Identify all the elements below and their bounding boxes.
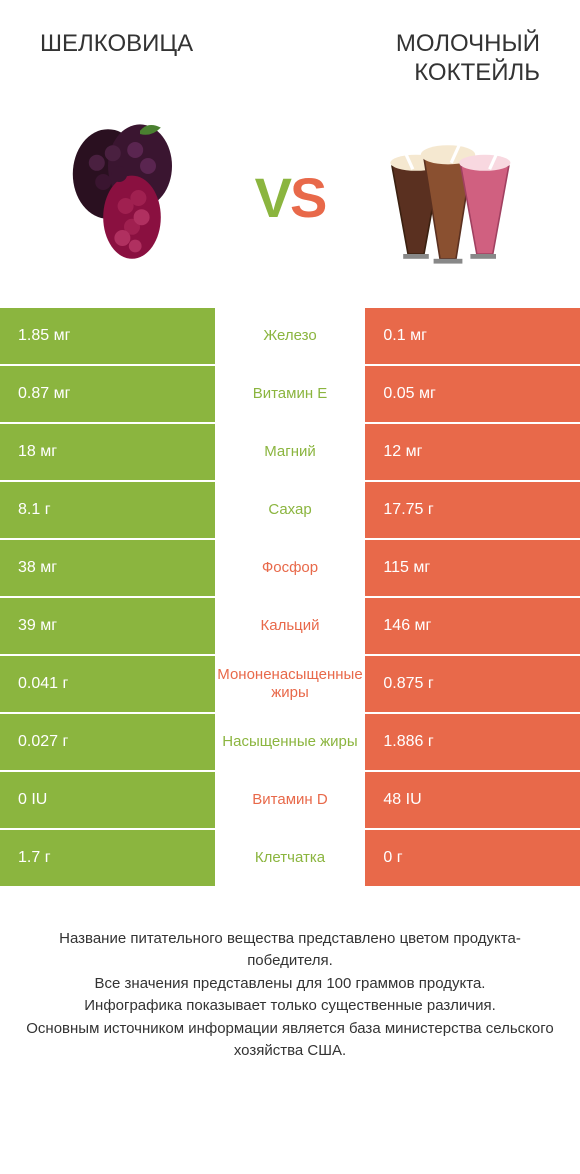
table-row: 18 мгМагний12 мг	[0, 424, 580, 482]
value-right: 0 г	[365, 830, 580, 886]
footer-line: Основным источником информации является …	[20, 1018, 560, 1063]
value-left: 38 мг	[0, 540, 215, 596]
images-row: VS	[0, 98, 580, 308]
value-left: 1.85 мг	[0, 308, 215, 364]
value-right: 0.05 мг	[365, 366, 580, 422]
nutrient-label: Сахар	[215, 482, 366, 538]
nutrient-label: Насыщенные жиры	[215, 714, 366, 770]
value-left: 1.7 г	[0, 830, 215, 886]
nutrient-label: Витамин D	[215, 772, 366, 828]
value-right: 0.875 г	[365, 656, 580, 712]
vs-v: V	[255, 166, 290, 229]
table-row: 0.027 гНасыщенные жиры1.886 г	[0, 714, 580, 772]
title-left: ШЕЛКОВИЦА	[40, 30, 193, 59]
value-left: 0.87 мг	[0, 366, 215, 422]
milkshake-icon	[368, 118, 528, 278]
table-row: 0.041 гМононенасыщенные жиры0.875 г	[0, 656, 580, 714]
value-right: 12 мг	[365, 424, 580, 480]
header: ШЕЛКОВИЦА МОЛОЧНЫЙКОКТЕЙЛЬ	[0, 0, 580, 98]
nutrient-label: Фосфор	[215, 540, 366, 596]
value-right: 115 мг	[365, 540, 580, 596]
value-left: 0.027 г	[0, 714, 215, 770]
table-row: 1.7 гКлетчатка0 г	[0, 830, 580, 888]
value-left: 8.1 г	[0, 482, 215, 538]
nutrient-label: Магний	[215, 424, 366, 480]
footer: Название питательного вещества представл…	[0, 888, 580, 1063]
table-row: 8.1 гСахар17.75 г	[0, 482, 580, 540]
footer-line: Все значения представлены для 100 граммо…	[20, 973, 560, 996]
value-left: 18 мг	[0, 424, 215, 480]
value-right: 146 мг	[365, 598, 580, 654]
value-right: 0.1 мг	[365, 308, 580, 364]
table-row: 38 мгФосфор115 мг	[0, 540, 580, 598]
nutrient-label: Мононенасыщенные жиры	[215, 656, 366, 712]
value-left: 0 IU	[0, 772, 215, 828]
value-right: 48 IU	[365, 772, 580, 828]
nutrient-label: Кальций	[215, 598, 366, 654]
nutrient-label: Витамин E	[215, 366, 366, 422]
footer-line: Инфографика показывает только существенн…	[20, 995, 560, 1018]
value-right: 17.75 г	[365, 482, 580, 538]
value-right: 1.886 г	[365, 714, 580, 770]
value-left: 39 мг	[0, 598, 215, 654]
table-row: 0 IUВитамин D48 IU	[0, 772, 580, 830]
comparison-table: 1.85 мгЖелезо0.1 мг0.87 мгВитамин E0.05 …	[0, 308, 580, 888]
table-row: 0.87 мгВитамин E0.05 мг	[0, 366, 580, 424]
mulberry-icon	[52, 118, 212, 278]
vs-label: VS	[255, 165, 326, 230]
value-left: 0.041 г	[0, 656, 215, 712]
vs-s: S	[290, 166, 325, 229]
table-row: 39 мгКальций146 мг	[0, 598, 580, 656]
title-right: МОЛОЧНЫЙКОКТЕЙЛЬ	[396, 30, 540, 88]
footer-line: Название питательного вещества представл…	[20, 928, 560, 973]
nutrient-label: Клетчатка	[215, 830, 366, 886]
table-row: 1.85 мгЖелезо0.1 мг	[0, 308, 580, 366]
nutrient-label: Железо	[215, 308, 366, 364]
